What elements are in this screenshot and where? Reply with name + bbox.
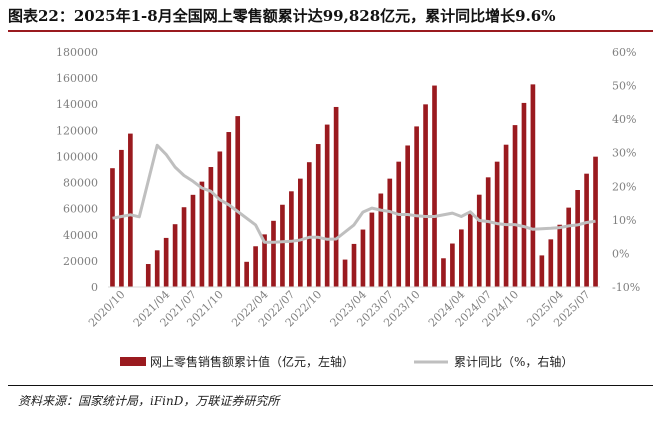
bar [226,132,232,287]
right-axis-tick-label: 40% [612,113,636,126]
bar [360,229,366,287]
bar [503,144,509,287]
bar [253,246,258,287]
bar [199,181,205,287]
bar [432,85,437,287]
bar [163,237,169,287]
right-axis-tick-label: 20% [612,180,636,193]
bar [539,255,545,287]
left-axis-tick-label: 140000 [56,98,98,111]
bar [575,189,580,287]
bar [244,261,249,287]
bar [145,264,151,287]
left-axis-tick-label: 180000 [56,46,98,59]
bottom-rule [8,385,653,386]
legend: 网上零售销售额累计值（亿元，左轴） 累计同比（%，右轴） [120,354,573,369]
right-axis-tick-label: 30% [612,147,636,160]
bar [423,104,428,287]
bar [280,204,285,287]
bar [521,102,527,288]
legend-label-line: 累计同比（%，右轴） [454,354,573,369]
bar [217,151,223,287]
bar [396,161,402,287]
bar [315,144,321,287]
bar [235,116,241,287]
right-axis-tick-label: 0% [612,247,629,260]
right-axis-tick-label: 60% [612,46,636,59]
bar [181,207,187,287]
bar [190,194,196,287]
bar [324,124,330,287]
bar [584,173,589,287]
left-axis-tick-label: 120000 [56,124,98,137]
bar [262,234,267,287]
bar [298,178,303,287]
bar-series [110,84,598,288]
right-axis-tick-label: 10% [612,214,636,227]
bar [414,126,419,288]
bar [172,224,178,287]
left-axis-tick-label: 160000 [56,72,98,85]
bar [289,191,294,287]
left-axis-tick-label: 20000 [63,255,98,268]
chart-title: 图表22：2025年1-8月全国网上零售额累计达99,828亿元，累计同比增长9… [8,2,653,32]
bar [306,162,312,287]
left-axis-tick-label: 100000 [56,150,98,163]
left-axis-tick-label: 80000 [63,177,98,190]
line-segment [112,143,596,244]
source-note: 资料来源：国家统计局，iFinD，万联证券研究所 [18,394,280,408]
bar [119,149,124,287]
bar [369,212,375,287]
x-axis-tick-label: 2020/10 [86,288,128,330]
bar [476,194,482,287]
right-axis: -10% 0% 10% 20% 30% 40% 50% 60% [612,46,640,294]
bar [110,168,115,287]
bar [566,207,572,287]
bar [450,243,455,287]
chart: 0 20000 40000 60000 80000 100000 120000 140000 1… [56,46,640,369]
bar [405,145,410,287]
legend-swatch-bar [120,357,146,366]
bar [128,133,133,287]
left-axis-tick-label: 40000 [63,229,98,242]
right-axis-tick-label: -10% [612,281,640,294]
left-axis-tick-label: 0 [91,281,98,294]
bar [441,258,446,287]
bar [387,178,393,287]
bar [467,212,473,287]
left-axis: 0 20000 40000 60000 80000 100000 120000 140000 1… [56,46,98,294]
right-axis-tick-label: 50% [612,80,636,93]
bar [154,250,160,287]
bar [512,125,518,287]
line-series [112,143,596,244]
bar [351,243,357,287]
bar [459,229,464,287]
bar [378,193,384,287]
bar [557,224,563,287]
bar [530,84,536,287]
bar [548,239,554,287]
bar [333,106,339,287]
legend-label-bar: 网上零售销售额累计值（亿元，左轴） [150,354,354,369]
bar [342,259,348,287]
bar [208,167,214,287]
bar [271,220,276,287]
left-axis-tick-label: 60000 [63,203,98,216]
bar [485,177,491,287]
